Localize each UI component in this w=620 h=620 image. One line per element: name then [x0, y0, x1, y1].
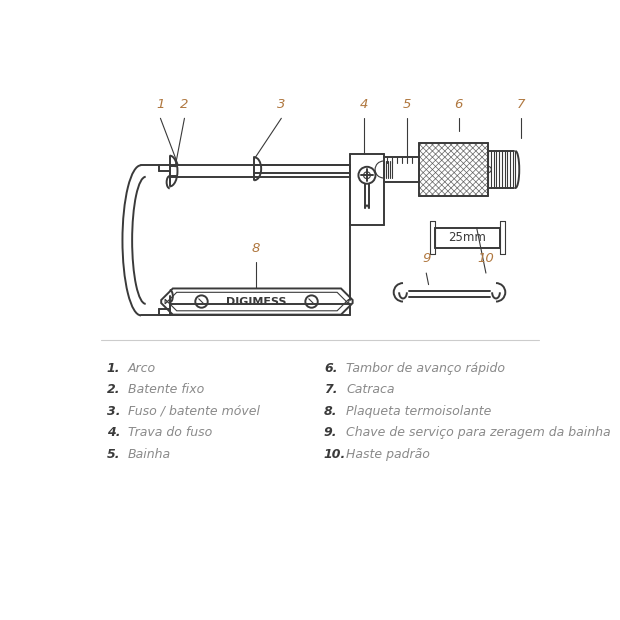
- Text: Haste padrão: Haste padrão: [347, 448, 430, 461]
- Text: 10.: 10.: [324, 448, 346, 461]
- Text: 8.: 8.: [324, 405, 337, 418]
- Text: 6.: 6.: [324, 361, 337, 374]
- Text: 2.: 2.: [107, 383, 120, 396]
- Text: 8: 8: [252, 242, 260, 255]
- Text: 5: 5: [402, 97, 411, 110]
- Text: DIGIMESS: DIGIMESS: [226, 298, 287, 308]
- Text: 3.: 3.: [107, 405, 120, 418]
- Text: Catraca: Catraca: [347, 383, 395, 396]
- Text: 9.: 9.: [324, 427, 337, 440]
- Text: Chave de serviço para zeragem da bainha: Chave de serviço para zeragem da bainha: [347, 427, 611, 440]
- Text: 6: 6: [454, 97, 463, 110]
- Text: 7: 7: [516, 97, 525, 110]
- Text: 7.: 7.: [324, 383, 337, 396]
- Text: 2: 2: [180, 97, 188, 110]
- Text: 4: 4: [360, 97, 368, 110]
- Text: Batente fixo: Batente fixo: [128, 383, 204, 396]
- Text: 1.: 1.: [107, 361, 120, 374]
- Text: 9: 9: [422, 252, 430, 265]
- Text: Bainha: Bainha: [128, 448, 171, 461]
- Text: Arco: Arco: [128, 361, 156, 374]
- Text: 1: 1: [156, 97, 165, 110]
- Text: Trava do fuso: Trava do fuso: [128, 427, 212, 440]
- Text: 10: 10: [477, 252, 494, 265]
- Text: 3: 3: [277, 97, 286, 110]
- Text: Fuso / batente móvel: Fuso / batente móvel: [128, 405, 260, 418]
- Text: 25mm: 25mm: [448, 231, 486, 244]
- Text: Plaqueta termoisolante: Plaqueta termoisolante: [347, 405, 492, 418]
- Text: 5.: 5.: [107, 448, 120, 461]
- Text: Tambor de avanço rápido: Tambor de avanço rápido: [347, 361, 505, 374]
- Text: 4.: 4.: [107, 427, 120, 440]
